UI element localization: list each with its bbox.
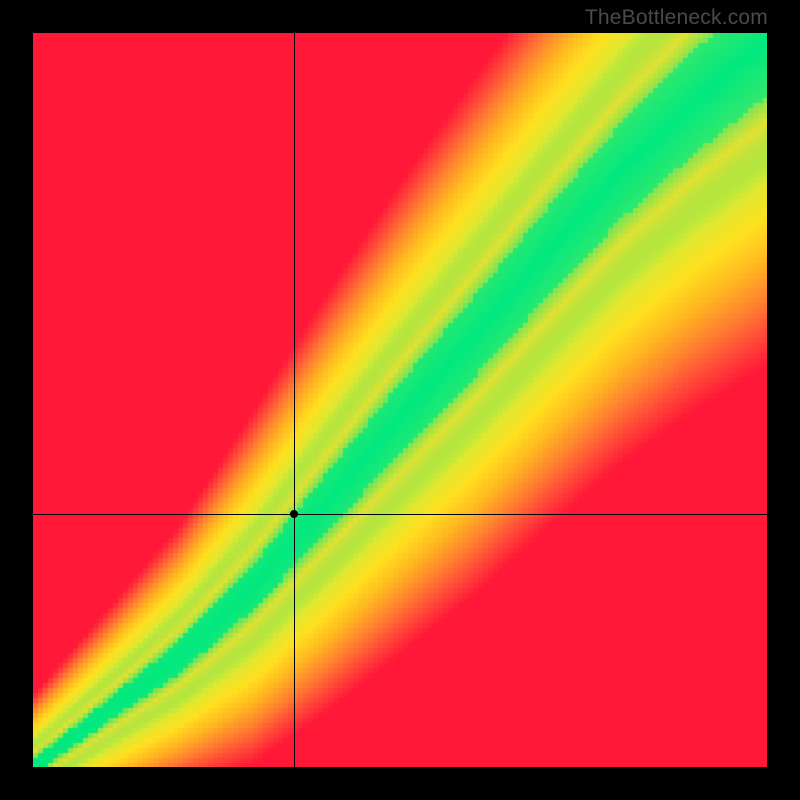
attribution-text: TheBottleneck.com: [585, 6, 768, 30]
crosshair-horizontal: [33, 514, 767, 515]
heatmap-canvas: [33, 33, 767, 767]
crosshair-vertical: [294, 33, 295, 767]
bottleneck-heatmap: [33, 33, 767, 767]
marker-dot: [290, 510, 298, 518]
